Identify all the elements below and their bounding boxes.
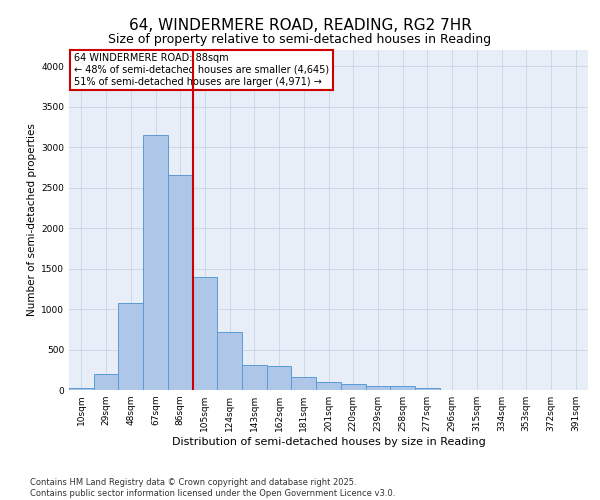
Bar bbox=[365, 386, 390, 390]
Text: 64 WINDERMERE ROAD: 88sqm
← 48% of semi-detached houses are smaller (4,645)
51% : 64 WINDERMERE ROAD: 88sqm ← 48% of semi-… bbox=[74, 54, 329, 86]
Bar bbox=[292, 377, 316, 390]
X-axis label: Distribution of semi-detached houses by size in Reading: Distribution of semi-detached houses by … bbox=[172, 437, 485, 447]
Bar bbox=[69, 388, 94, 390]
Bar bbox=[118, 302, 143, 390]
Bar bbox=[168, 176, 193, 390]
Y-axis label: Number of semi-detached properties: Number of semi-detached properties bbox=[27, 124, 37, 316]
Bar bbox=[193, 278, 217, 390]
Bar bbox=[267, 366, 292, 390]
Text: 64, WINDERMERE ROAD, READING, RG2 7HR: 64, WINDERMERE ROAD, READING, RG2 7HR bbox=[128, 18, 472, 32]
Bar bbox=[143, 135, 168, 390]
Text: Size of property relative to semi-detached houses in Reading: Size of property relative to semi-detach… bbox=[109, 32, 491, 46]
Text: Contains HM Land Registry data © Crown copyright and database right 2025.
Contai: Contains HM Land Registry data © Crown c… bbox=[30, 478, 395, 498]
Bar bbox=[316, 382, 341, 390]
Bar bbox=[341, 384, 365, 390]
Bar bbox=[415, 388, 440, 390]
Bar bbox=[94, 374, 118, 390]
Bar bbox=[390, 386, 415, 390]
Bar bbox=[217, 332, 242, 390]
Bar bbox=[242, 365, 267, 390]
